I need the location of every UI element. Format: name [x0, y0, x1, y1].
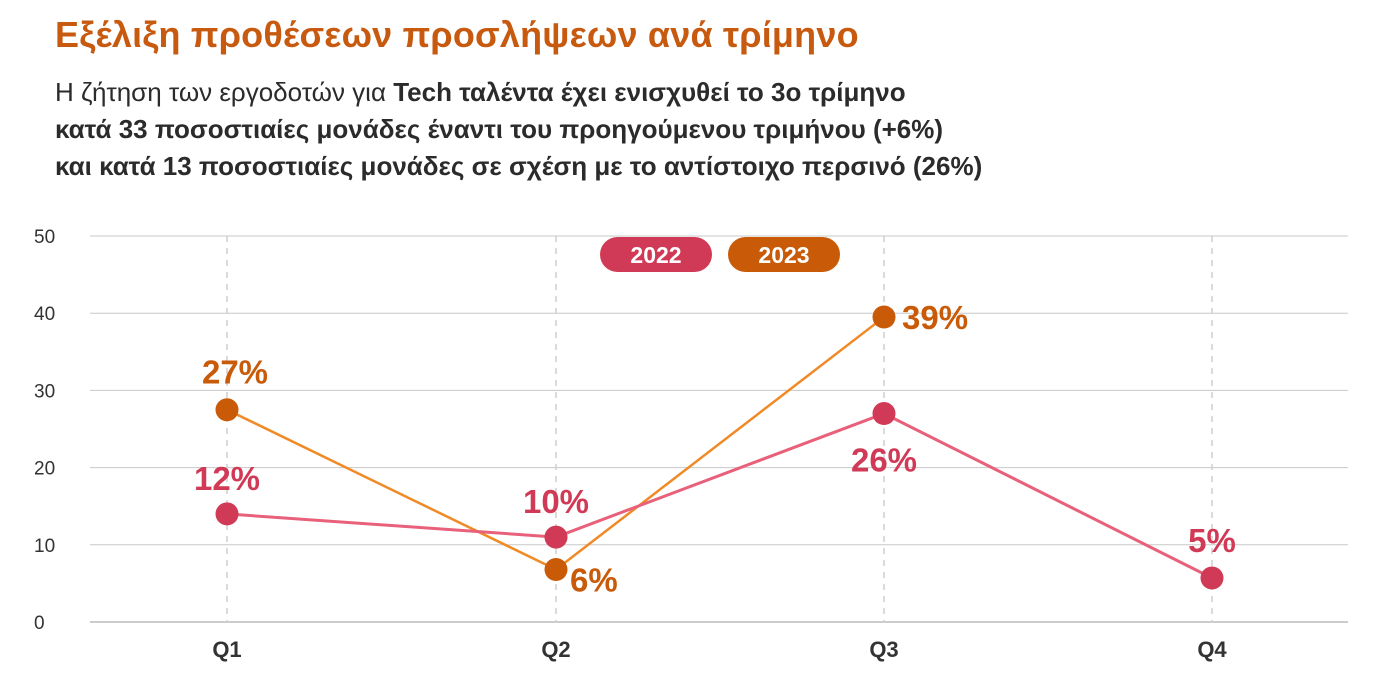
- series-2022-line: [226, 412, 1213, 580]
- series-2023-point: [215, 398, 239, 422]
- y-tick-label: 20: [34, 459, 55, 480]
- series-2022-data-label: 26%: [851, 442, 917, 479]
- series-2023-point: [872, 305, 896, 329]
- series-2022-data-label: 5%: [1188, 522, 1236, 559]
- series-2022-point: [872, 402, 896, 426]
- series-2023-data-label: 6%: [570, 562, 618, 599]
- series-2022-data-label: 12%: [194, 460, 260, 497]
- subtitle-line-1-bold: Tech ταλέντα έχει ενισχυθεί το 3ο τρίμην…: [393, 77, 906, 107]
- series-2023-point: [544, 558, 568, 582]
- subtitle-line-2: κατά 33 ποσοστιαίες μονάδες έναντι του π…: [55, 114, 944, 144]
- x-tick-label: Q1: [212, 637, 241, 662]
- series-2022-data-label: 10%: [523, 483, 589, 520]
- legend-item-2022: [600, 237, 712, 272]
- y-tick-label: 10: [34, 536, 55, 557]
- legend-item-2023: [728, 237, 840, 272]
- series-2023-data-label: 27%: [202, 354, 268, 391]
- subtitle-line-1: Η ζήτηση των εργοδοτών για Tech ταλέντα …: [55, 74, 982, 111]
- subtitle-line-3: και κατά 13 ποσοστιαίες μονάδες σε σχέση…: [55, 151, 983, 181]
- chart-title: Εξέλιξη προθέσεων προσλήψεων ανά τρίμηνο: [55, 14, 859, 55]
- y-tick-label: 0: [34, 613, 45, 634]
- x-tick-label: Q3: [869, 637, 898, 662]
- series-2023-data-label: 39%: [902, 299, 968, 336]
- y-tick-label: 40: [34, 304, 55, 325]
- chart-subtitle: Η ζήτηση των εργοδοτών για Tech ταλέντα …: [55, 74, 982, 185]
- legend-label-2023: 2023: [758, 242, 809, 268]
- series-2022-point: [1200, 566, 1224, 590]
- x-tick-label: Q4: [1197, 637, 1227, 662]
- y-tick-label: 50: [34, 227, 55, 248]
- x-tick-label: Q2: [541, 637, 570, 662]
- series-2022-point: [544, 525, 568, 549]
- subtitle-line-1-normal: Η ζήτηση των εργοδοτών για: [55, 77, 394, 107]
- y-tick-label: 30: [34, 381, 55, 402]
- series-2022-point: [215, 502, 239, 526]
- legend-label-2022: 2022: [630, 242, 681, 268]
